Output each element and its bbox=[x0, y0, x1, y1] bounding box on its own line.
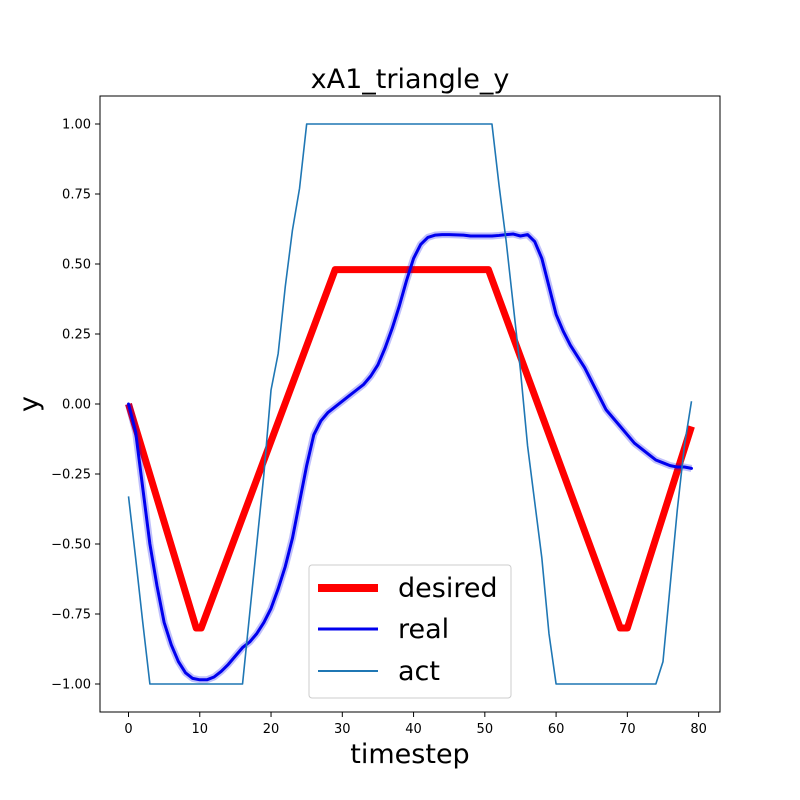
x-tick-label: 60 bbox=[548, 722, 565, 737]
x-tick-label: 10 bbox=[191, 722, 208, 737]
series-act-line bbox=[127, 123, 693, 685]
y-tick-label: 0.50 bbox=[62, 258, 91, 273]
y-tick-label: 1.00 bbox=[62, 118, 91, 133]
legend-label-real: real bbox=[398, 614, 449, 645]
x-tick-label: 20 bbox=[263, 722, 280, 737]
x-tick-label: 80 bbox=[690, 722, 707, 737]
legend: desired real act bbox=[308, 564, 512, 699]
y-tick-label: −1.00 bbox=[51, 678, 91, 693]
legend-label-desired: desired bbox=[398, 573, 498, 604]
x-axis-ticks: 0 10 20 30 40 50 60 70 80 bbox=[124, 712, 707, 737]
series-desired-line bbox=[125, 266, 695, 632]
legend-label-act: act bbox=[398, 656, 440, 687]
y-tick-label: −0.75 bbox=[51, 608, 91, 623]
chart-title: xA1_triangle_y bbox=[311, 64, 510, 95]
y-tick-label: −0.50 bbox=[51, 538, 91, 553]
x-tick-label: 40 bbox=[405, 722, 422, 737]
y-axis-ticks: −1.00 −0.75 −0.50 −0.25 0.00 0.25 0.50 0.75 1.00 bbox=[51, 118, 100, 693]
legend-box bbox=[308, 564, 512, 699]
y-tick-label: 0.25 bbox=[62, 328, 91, 343]
x-tick-label: 50 bbox=[477, 722, 494, 737]
x-tick-label: 70 bbox=[619, 722, 636, 737]
y-axis-label: y bbox=[14, 396, 45, 412]
y-tick-label: 0.00 bbox=[62, 398, 91, 413]
y-tick-label: 0.75 bbox=[62, 188, 91, 203]
y-tick-label: −0.25 bbox=[51, 468, 91, 483]
series-real-line bbox=[127, 232, 693, 682]
x-tick-label: 0 bbox=[124, 722, 132, 737]
x-tick-label: 30 bbox=[334, 722, 351, 737]
x-axis-label: timestep bbox=[350, 739, 469, 770]
